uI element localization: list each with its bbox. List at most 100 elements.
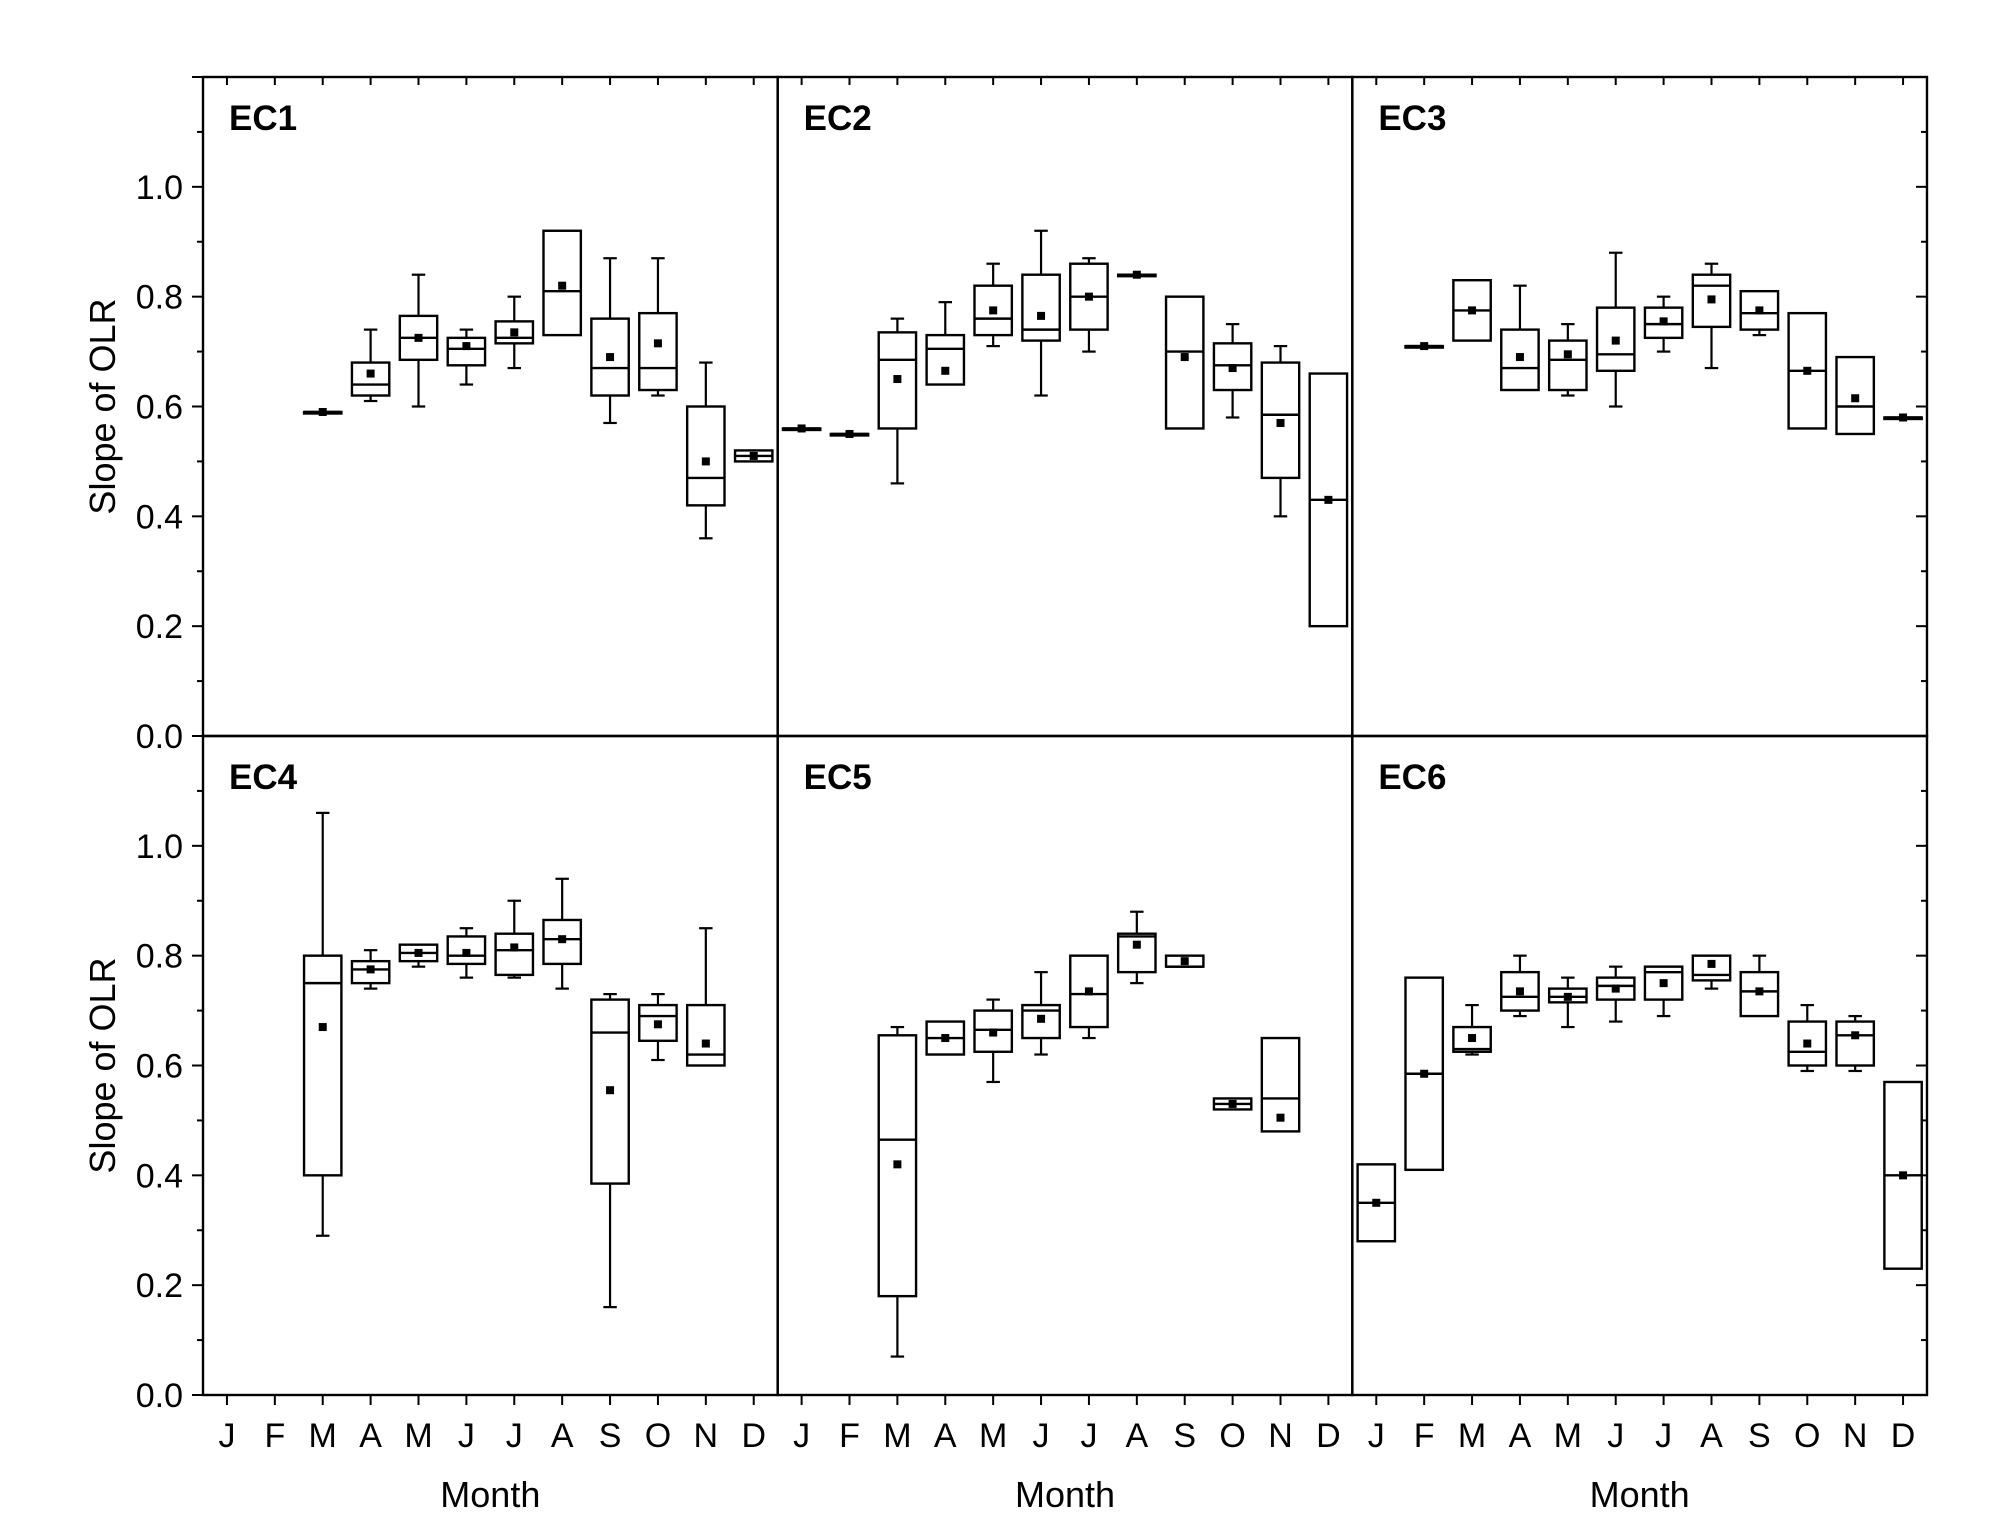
box (302, 954, 343, 1177)
x-tick-label: O (1219, 1417, 1245, 1455)
x-tick-label: F (264, 1417, 285, 1455)
mean-marker (318, 1023, 327, 1032)
mean-marker (1611, 336, 1620, 345)
box (1212, 342, 1253, 392)
y-tick-label: 0.0 (136, 1377, 183, 1415)
box (1500, 970, 1540, 1012)
box (1116, 932, 1157, 974)
x-tick-label: M (1458, 1417, 1486, 1455)
x-tick-label: D (1891, 1417, 1916, 1455)
ec5-frame (776, 734, 1354, 1397)
y-tick-label: 0.6 (136, 389, 183, 427)
mean-marker (701, 457, 710, 466)
mean-marker (1515, 353, 1524, 362)
mean-marker (1755, 987, 1764, 996)
x-tick-label: O (645, 1417, 671, 1455)
mean-marker (1420, 342, 1429, 351)
box (877, 331, 918, 430)
x-axis-label: Month (1015, 1474, 1115, 1515)
x-tick-label: J (1033, 1417, 1050, 1455)
mean-marker (606, 353, 615, 362)
mean-marker (1611, 984, 1620, 993)
x-tick-label: J (218, 1417, 235, 1455)
ec3-title: EC3 (1378, 99, 1446, 138)
box (1021, 1003, 1061, 1040)
box (1643, 306, 1684, 340)
mean-marker (1180, 957, 1189, 966)
x-tick-label: N (694, 1417, 719, 1455)
mean-marker (1084, 292, 1093, 301)
box (1691, 273, 1732, 329)
box (1691, 954, 1732, 982)
ec4-title: EC4 (229, 758, 298, 797)
mean-marker (1420, 1069, 1429, 1078)
mean-marker (558, 281, 567, 290)
y-tick-label: 1.0 (136, 169, 183, 207)
mean-marker (797, 424, 806, 433)
x-tick-label: N (1268, 1417, 1293, 1455)
box (542, 918, 583, 966)
box (685, 1003, 726, 1067)
mean-marker (845, 429, 854, 438)
box (1500, 328, 1540, 392)
mean-marker (749, 451, 758, 460)
x-tick-label: J (1607, 1417, 1624, 1455)
ec1-title: EC1 (229, 99, 297, 138)
mean-marker (1372, 1198, 1381, 1207)
mean-marker (1180, 353, 1189, 362)
box (1643, 965, 1684, 1001)
ec5-title: EC5 (804, 758, 872, 797)
mean-marker (510, 943, 519, 952)
mean-marker (1515, 987, 1524, 996)
mean-marker (1084, 987, 1093, 996)
box (877, 1034, 918, 1298)
x-tick-label: O (1794, 1417, 1820, 1455)
mean-marker (558, 935, 567, 944)
y-tick-label: 0.4 (136, 498, 183, 536)
box (638, 1003, 678, 1042)
mean-marker (1276, 418, 1285, 427)
x-tick-label: F (1414, 1417, 1435, 1455)
x-tick-label: S (1173, 1417, 1196, 1455)
mean-marker (989, 306, 998, 315)
mean-marker (1563, 992, 1572, 1001)
x-tick-label: A (551, 1417, 574, 1455)
mean-marker (1707, 295, 1716, 304)
mean-marker (701, 1039, 710, 1048)
box (973, 1009, 1014, 1053)
mean-marker (1803, 1039, 1812, 1048)
y-tick-label: 0.6 (136, 1048, 183, 1086)
box (590, 998, 630, 1185)
box (1595, 976, 1636, 1001)
x-tick-label: A (1700, 1417, 1723, 1455)
y-tick-label: 0.4 (136, 1157, 183, 1195)
mean-marker (1851, 394, 1860, 403)
mean-marker (1228, 1099, 1237, 1108)
y-tick-label: 0.8 (136, 279, 183, 317)
y-tick-label: 0.2 (136, 1267, 183, 1305)
mean-marker (1132, 270, 1141, 279)
mean-marker (1707, 959, 1716, 968)
box (494, 320, 535, 345)
x-tick-label: M (404, 1417, 432, 1455)
mean-marker (1276, 1113, 1285, 1122)
mean-marker (414, 333, 423, 342)
box (1069, 954, 1109, 1029)
mean-marker (1899, 413, 1908, 422)
x-tick-label: D (741, 1417, 766, 1455)
x-tick-label: J (1655, 1417, 1672, 1455)
x-tick-label: J (1080, 1417, 1097, 1455)
mean-marker (653, 1020, 662, 1029)
mean-marker (366, 369, 375, 378)
mean-marker (1803, 366, 1812, 375)
mean-marker (1468, 306, 1477, 315)
box (1787, 1020, 1828, 1067)
box (685, 405, 726, 507)
mean-marker (462, 342, 471, 351)
mean-marker (1037, 1014, 1046, 1023)
mean-marker (366, 965, 375, 974)
x-tick-label: A (1125, 1417, 1148, 1455)
box (350, 361, 391, 397)
x-tick-label: M (883, 1417, 911, 1455)
